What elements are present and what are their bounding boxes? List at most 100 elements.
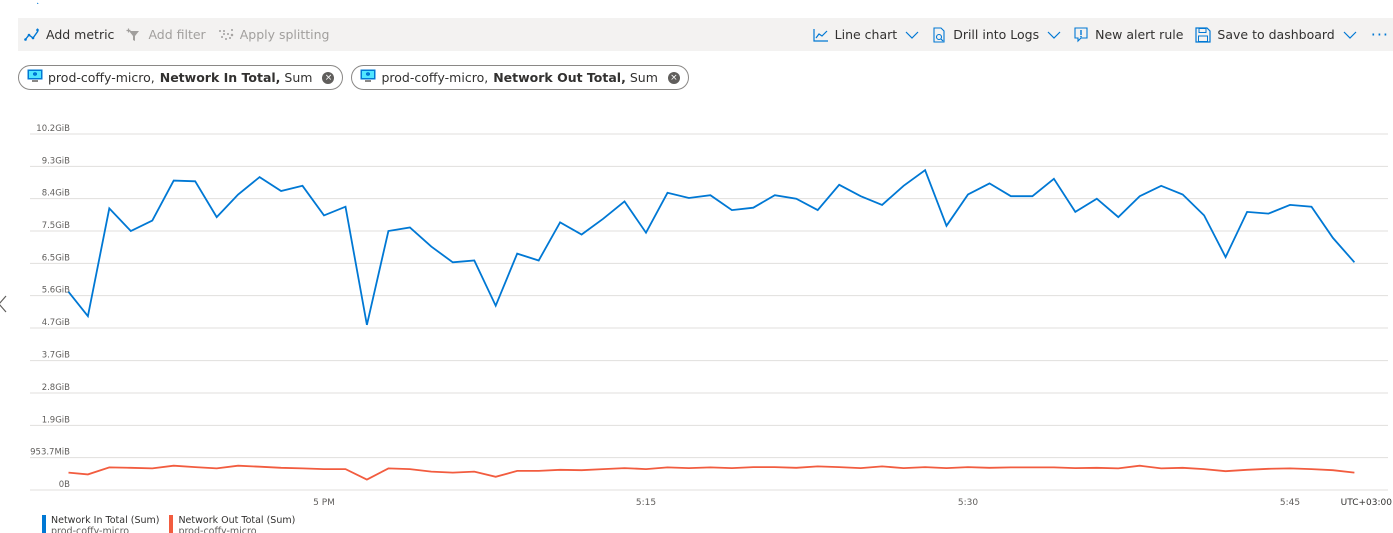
data-point	[602, 218, 604, 220]
data-point	[1160, 468, 1162, 470]
data-point	[173, 465, 175, 467]
close-icon[interactable]: ×	[667, 71, 680, 84]
x-tick-label: 5:15	[636, 498, 656, 508]
data-point	[710, 467, 712, 469]
data-point	[1160, 185, 1162, 187]
chevron-down-icon	[1343, 30, 1357, 40]
filter-icon	[126, 28, 142, 42]
data-point	[602, 468, 604, 470]
timezone-label: UTC+03:00	[1341, 498, 1393, 508]
data-point	[1203, 468, 1205, 470]
apply-splitting-label: Apply splitting	[239, 27, 330, 42]
data-point	[366, 324, 368, 326]
virtual-machine-icon	[360, 69, 376, 86]
x-tick-label: 5 PM	[313, 498, 335, 508]
alert-icon	[1073, 26, 1089, 43]
data-point	[452, 261, 454, 263]
data-point	[581, 469, 583, 471]
data-point	[1268, 468, 1270, 470]
data-point	[87, 315, 89, 317]
data-point	[881, 466, 883, 468]
data-point	[1311, 206, 1313, 208]
data-point	[1311, 468, 1313, 470]
data-point	[817, 209, 819, 211]
y-tick-label: 10.2GiB	[36, 124, 70, 134]
data-point	[1074, 211, 1076, 213]
data-point	[624, 201, 626, 203]
pill-metric: Network Out Total,	[493, 70, 626, 85]
data-point	[323, 468, 325, 470]
data-point	[667, 467, 669, 469]
legend-item[interactable]: Network In Total (Sum) prod-coffy-micro	[42, 515, 159, 533]
line-chart-dropdown[interactable]: Line chart	[807, 18, 926, 51]
apply-splitting-button[interactable]: Apply splitting	[212, 18, 336, 51]
y-tick-label: 0B	[59, 480, 70, 490]
chart-legend: Network In Total (Sum) prod-coffy-micro …	[42, 515, 295, 533]
y-tick-label: 4.7GiB	[42, 318, 70, 328]
data-point	[924, 169, 926, 171]
data-point	[173, 180, 175, 182]
new-alert-rule-label: New alert rule	[1095, 27, 1184, 42]
data-point	[1225, 256, 1227, 258]
data-point	[366, 479, 368, 481]
data-point	[946, 225, 948, 227]
data-point	[323, 215, 325, 217]
data-point	[280, 190, 282, 192]
data-point	[645, 232, 647, 234]
data-point	[151, 220, 153, 222]
legend-swatch	[42, 515, 46, 533]
data-point	[688, 467, 690, 469]
data-point	[68, 472, 70, 474]
data-point	[1268, 213, 1270, 215]
data-point	[903, 185, 905, 187]
add-filter-button[interactable]: Add filter	[120, 18, 211, 51]
x-tick-label: 5:45	[1280, 498, 1300, 508]
more-options-button[interactable]: ···	[1370, 25, 1389, 44]
data-point	[1225, 470, 1227, 472]
data-point	[838, 466, 840, 468]
y-tick-label: 7.5GiB	[42, 221, 70, 231]
close-icon[interactable]: ×	[322, 71, 335, 84]
y-tick-label: 2.8GiB	[42, 383, 70, 393]
data-point	[1032, 195, 1034, 197]
data-point	[495, 476, 497, 478]
line-chart-icon	[813, 28, 829, 42]
data-point	[1117, 468, 1119, 470]
data-point	[946, 467, 948, 469]
legend-item[interactable]: Network Out Total (Sum) prod-coffy-micro	[169, 515, 295, 533]
data-point	[194, 466, 196, 468]
data-point	[130, 230, 132, 232]
metric-pill[interactable]: prod-coffy-micro, Network Out Total, Sum…	[351, 65, 689, 90]
y-tick-label: 5.6GiB	[42, 286, 70, 296]
add-filter-label: Add filter	[148, 27, 206, 42]
data-point	[989, 467, 991, 469]
data-point	[430, 246, 432, 248]
data-point	[795, 198, 797, 200]
chevron-icon[interactable]: ›	[36, 0, 41, 4]
data-point	[237, 194, 239, 196]
save-icon	[1195, 26, 1212, 43]
data-point	[216, 216, 218, 218]
pill-aggregation: Sum	[284, 70, 313, 85]
series-line-1	[68, 464, 1355, 481]
y-tick-label: 8.4GiB	[42, 189, 70, 199]
data-point	[108, 467, 110, 469]
data-point	[259, 466, 261, 468]
add-metric-icon	[24, 28, 40, 42]
drill-into-logs-dropdown[interactable]: Drill into Logs	[925, 18, 1067, 51]
legend-label: Network In Total (Sum)	[51, 515, 160, 526]
chevron-down-icon	[905, 30, 919, 40]
chevron-left-icon[interactable]	[0, 295, 8, 317]
virtual-machine-icon	[27, 69, 43, 86]
add-metric-button[interactable]: Add metric	[18, 18, 120, 51]
partial-title: …	[20, 0, 32, 4]
data-point	[259, 176, 261, 178]
x-tick-label: 5:30	[958, 498, 978, 508]
data-point	[194, 180, 196, 182]
data-point	[388, 230, 390, 232]
data-point	[302, 468, 304, 470]
new-alert-rule-button[interactable]: New alert rule	[1067, 18, 1189, 51]
data-point	[409, 468, 411, 470]
save-to-dashboard-dropdown[interactable]: Save to dashboard	[1189, 18, 1362, 51]
metric-pill[interactable]: prod-coffy-micro, Network In Total, Sum …	[18, 65, 344, 90]
